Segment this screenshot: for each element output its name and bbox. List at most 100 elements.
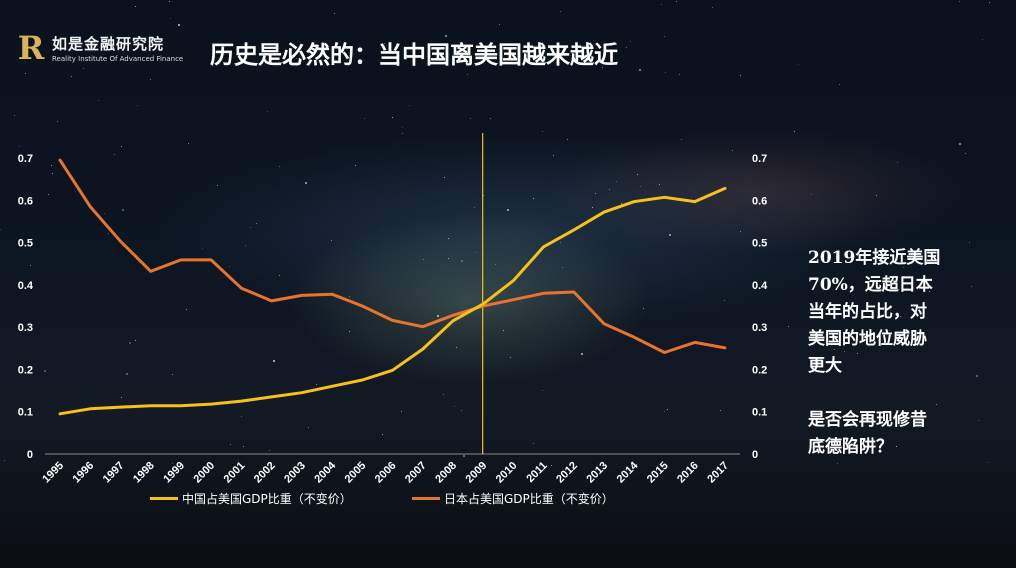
star <box>903 267 905 269</box>
star <box>170 17 172 19</box>
star <box>402 127 403 129</box>
star <box>121 208 124 211</box>
star <box>897 161 899 163</box>
star <box>724 300 726 302</box>
star <box>675 1 677 3</box>
star <box>447 237 449 239</box>
annotation-question: 底德陷阱？ <box>808 437 893 457</box>
star <box>135 340 137 342</box>
star <box>343 49 345 51</box>
star <box>982 38 984 40</box>
star <box>269 449 271 451</box>
star <box>381 433 383 435</box>
star <box>104 213 106 215</box>
legend-label-japan: 日本占美国GDP比重（不变价） <box>444 492 614 506</box>
star <box>720 409 722 411</box>
star <box>643 307 645 309</box>
star <box>77 414 79 416</box>
star <box>838 83 840 85</box>
logo-name-en: Reality Institute Of Advanced Finance <box>52 55 184 63</box>
star <box>13 115 15 117</box>
series-line-china <box>58 186 727 416</box>
star <box>856 352 858 354</box>
star <box>460 409 462 411</box>
logo: R 如是金融研究院 Reality Institute Of Advanced … <box>16 29 184 67</box>
star <box>171 374 173 376</box>
star <box>82 67 84 69</box>
star <box>977 419 979 421</box>
series-line-japan <box>58 158 727 354</box>
star <box>559 242 561 244</box>
y-tick-label-right: 0.5 <box>752 238 767 250</box>
star <box>331 239 333 241</box>
star <box>489 117 491 119</box>
star <box>467 73 469 75</box>
star <box>29 264 31 266</box>
slide-title: 历史是必然的：当中国离美国越来越近 <box>210 40 618 69</box>
star <box>678 74 680 76</box>
star <box>533 443 535 445</box>
star <box>408 104 410 106</box>
star <box>185 309 187 311</box>
star <box>638 68 641 71</box>
star <box>137 105 139 107</box>
y-tick-label-left: 0.1 <box>18 407 33 419</box>
star <box>680 139 682 141</box>
star <box>664 35 666 37</box>
star <box>810 193 812 195</box>
x-tick-label: 2003 <box>282 460 308 486</box>
star <box>787 325 789 327</box>
x-tick-label: 2001 <box>222 460 248 486</box>
star <box>149 78 151 80</box>
y-tick-label-right: 0.3 <box>752 322 767 334</box>
x-tick-label: 2010 <box>494 460 520 486</box>
y-tick-label-left: 0 <box>27 449 33 461</box>
star <box>202 248 204 250</box>
star <box>168 1 170 3</box>
star <box>636 174 638 176</box>
star <box>401 133 403 135</box>
star <box>443 177 445 179</box>
star <box>242 445 244 447</box>
annotation-line: 2019年接近美国 <box>808 248 941 268</box>
star <box>843 351 845 353</box>
star <box>447 258 449 260</box>
star <box>250 226 252 228</box>
star <box>988 2 990 4</box>
x-tick-label: 2004 <box>312 459 338 485</box>
star <box>969 241 971 243</box>
star <box>3 459 5 461</box>
star <box>502 330 504 332</box>
star <box>739 231 741 233</box>
x-tick-label: 1996 <box>71 460 97 486</box>
star <box>836 462 838 464</box>
star <box>52 173 54 175</box>
star <box>217 184 219 186</box>
star <box>433 329 435 331</box>
star <box>273 360 276 363</box>
y-tick-label-left: 0.3 <box>18 322 33 334</box>
x-tick-label: 2013 <box>584 460 610 486</box>
annotation-line: 更大 <box>808 356 842 376</box>
star <box>971 286 973 288</box>
y-tick-label-right: 0.6 <box>752 195 767 207</box>
star <box>256 222 258 224</box>
star <box>121 145 123 147</box>
x-tick-label: 2017 <box>705 460 731 486</box>
star <box>936 404 938 406</box>
annotation-line: 70%，远超日本 <box>808 275 933 295</box>
y-tick-label-right: 0.1 <box>752 407 767 419</box>
y-tick-label-left: 0.4 <box>18 280 34 292</box>
star <box>383 42 385 44</box>
star <box>876 194 878 196</box>
star <box>113 154 115 156</box>
star <box>48 193 50 195</box>
y-tick-label-right: 0.2 <box>752 364 767 376</box>
star <box>560 11 562 13</box>
x-tick-label: 2007 <box>403 460 429 486</box>
star <box>476 251 478 253</box>
logo-name-cn: 如是金融研究院 <box>52 35 165 53</box>
star <box>71 75 73 77</box>
star <box>601 67 603 69</box>
star <box>510 356 512 358</box>
